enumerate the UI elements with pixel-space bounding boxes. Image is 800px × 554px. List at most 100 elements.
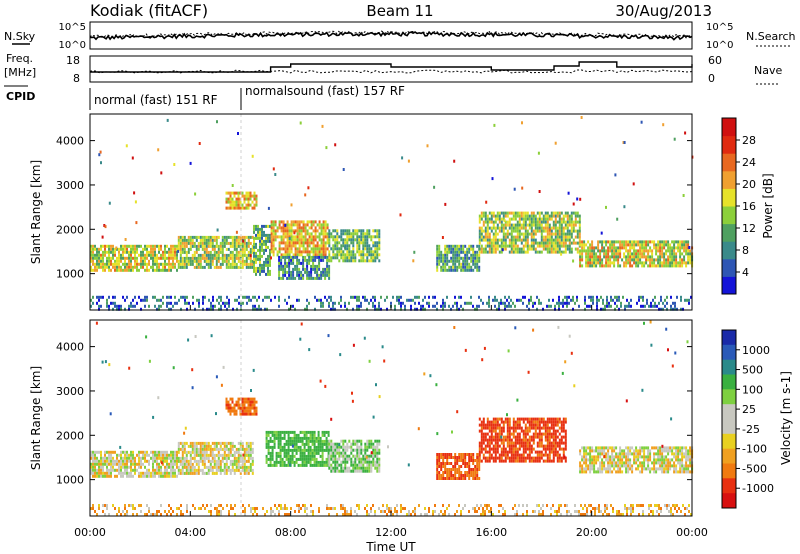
echo-cell [259,236,261,240]
echo-cell [568,301,570,305]
echo-cell [579,255,582,259]
echo-cell [468,268,471,272]
echo-cell [305,448,308,452]
echo-cell [197,462,200,466]
echo-cell [164,459,166,463]
echo-cell [474,307,476,311]
echo-cell [231,409,234,413]
echo-cell [514,420,517,424]
echo-cell [172,459,174,463]
echo-cell [231,191,234,195]
echo-cell [328,256,331,260]
echo-cell [352,256,355,260]
echo-cell [227,465,230,469]
echo-cell [680,307,682,311]
echo-cell [209,259,212,263]
echo-cell [599,258,602,262]
echo-cell [346,307,348,311]
echo-cell [522,211,525,215]
echo-cell [243,200,246,204]
echo-cell [300,220,303,224]
echo-cell [334,247,337,251]
echo-cell [348,454,351,458]
echo-cell [174,247,176,251]
echo-cell [480,429,483,433]
echo-cell [436,462,439,465]
echo-cell [229,235,232,239]
echo-cell [229,450,232,454]
echo-cell [227,259,230,263]
echo-cell [166,301,168,305]
echo-cell [504,304,506,308]
echo-cell [538,211,541,215]
echo-cell [504,447,507,451]
echo-cell [454,462,457,465]
echo-cell [219,256,222,260]
echo-cell [518,247,521,251]
echo-cell [478,477,481,480]
echo-cell [255,400,258,404]
echo-cell [366,457,369,461]
echo-cell [140,259,142,263]
echo-cell [609,249,612,253]
echo-cell [472,459,475,462]
echo-cell [146,471,148,475]
echo-cell [502,429,505,433]
echo-cell [490,238,493,242]
echo-cell [530,247,533,251]
echo-cell [436,468,439,471]
echo-cell [488,459,491,463]
echo-cell [235,230,238,234]
echo-cell [166,250,168,254]
echo-cell [318,273,321,277]
echo-cell [110,250,112,254]
echo-cell [671,246,674,250]
echo-cell [223,471,226,475]
echo-cell [649,261,652,265]
echo-cell [177,262,180,266]
echo-cell [368,244,371,248]
echo-cell [354,463,357,467]
nsky-label: N.Sky [4,30,36,43]
echo-cell [334,454,337,458]
freq-label: Freq. [6,52,33,65]
echo-cell [462,474,465,477]
echo-cell [223,447,226,451]
echo-cell [622,141,625,144]
echo-cell [564,232,567,236]
echo-cell [271,439,274,443]
echo-cell [267,430,270,434]
nsky-tick-bottom: 10^0 [59,40,86,51]
nsearch-trace [89,30,693,39]
echo-cell [213,456,216,460]
echo-cell [156,453,158,457]
echo-cell [183,441,186,445]
echo-cell [306,273,309,277]
echo-cell [350,235,353,239]
echo-cell [255,269,257,273]
echo-cell [146,468,148,472]
echo-cell [544,235,547,239]
echo-cell [398,301,400,305]
echo-cell [215,459,218,463]
echo-cell [334,469,337,473]
echo-cell [235,238,238,242]
echo-cell [181,471,184,475]
echo-cell [272,167,275,171]
echo-cell [189,468,192,472]
echo-cell [510,438,513,442]
echo-cell [237,250,240,254]
echo-cell [292,276,295,280]
echo-cell [362,232,365,236]
echo-cell [446,468,449,471]
echo-cell [613,255,616,259]
echo-cell [290,250,293,254]
echo-cell [231,468,234,472]
echo-cell [602,298,604,302]
echo-cell [261,266,263,270]
echo-cell [633,249,636,253]
echo-cell [146,450,148,454]
echo-cell [448,477,451,480]
echo-cell [158,468,160,472]
echo-cell [436,262,439,266]
